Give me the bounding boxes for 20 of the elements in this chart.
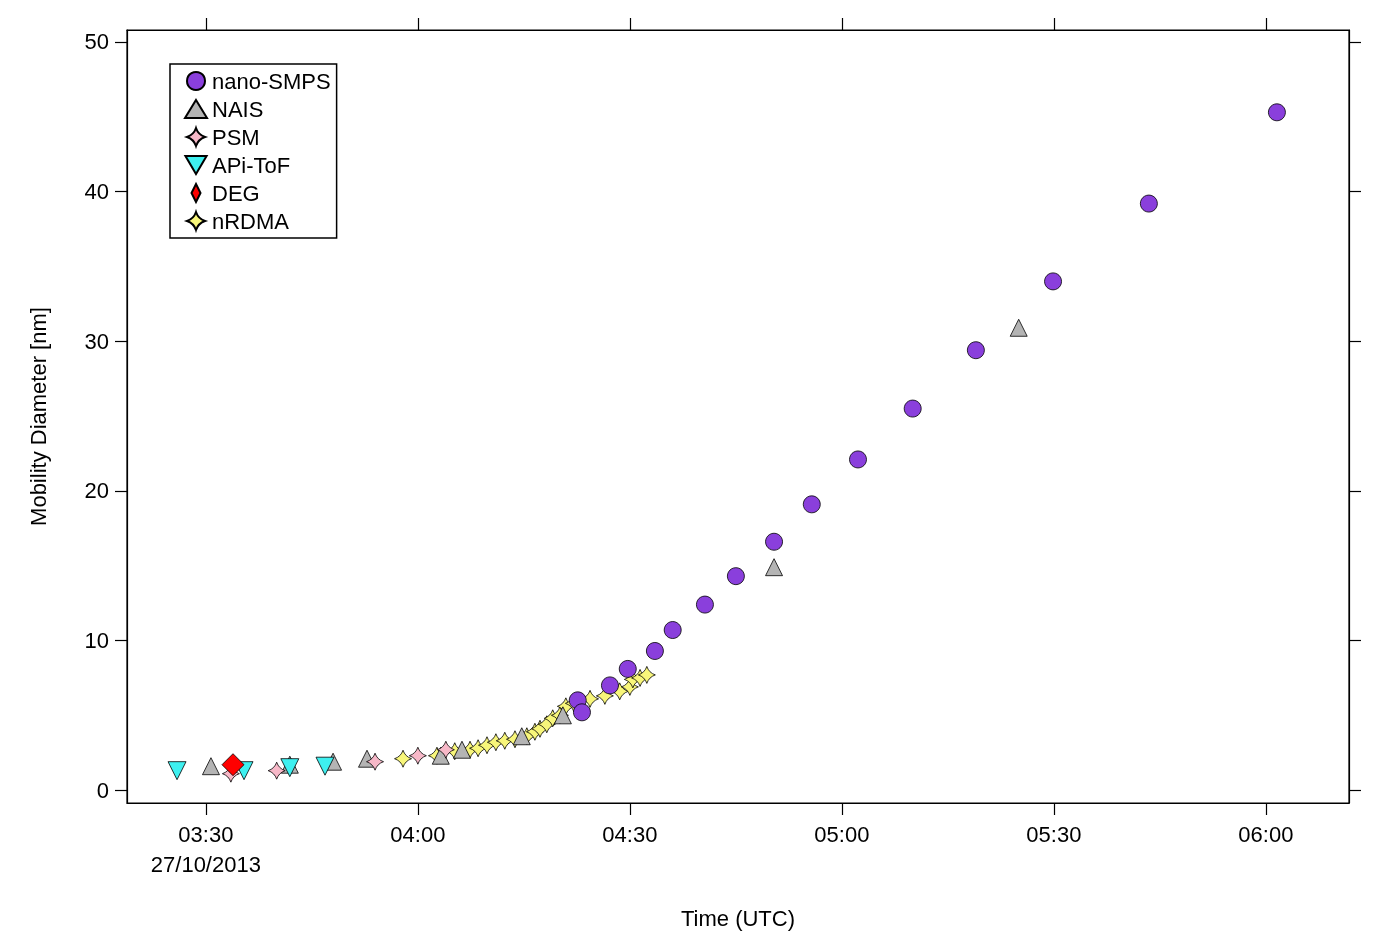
legend-label: nano-SMPS: [212, 68, 331, 94]
y-tick-label: 0: [96, 777, 109, 803]
x-tick-label: 06:00: [1238, 821, 1294, 847]
legend-label: PSM: [212, 124, 260, 150]
x-tick-label: 04:00: [390, 821, 446, 847]
y-tick-label: 50: [84, 29, 109, 55]
x-tick-label: 03:30 27/10/2013: [150, 821, 261, 877]
legend-label: APi-ToF: [212, 152, 291, 178]
x-tick-label: 04:30: [602, 821, 658, 847]
legend-label: nRDMA: [212, 208, 290, 234]
x-tick-label: 05:30: [1026, 821, 1082, 847]
y-tick-label: 40: [84, 179, 109, 205]
y-axis-title: Mobility Diameter [nm]: [25, 307, 51, 526]
y-tick-label: 30: [84, 328, 109, 354]
legend-label: DEG: [212, 180, 260, 206]
legend-label: NAIS: [212, 96, 264, 122]
y-tick-label: 20: [84, 478, 109, 504]
x-tick-label: 05:00: [814, 821, 870, 847]
y-tick-label: 10: [84, 628, 109, 653]
x-axis-title: Time (UTC): [680, 905, 796, 931]
